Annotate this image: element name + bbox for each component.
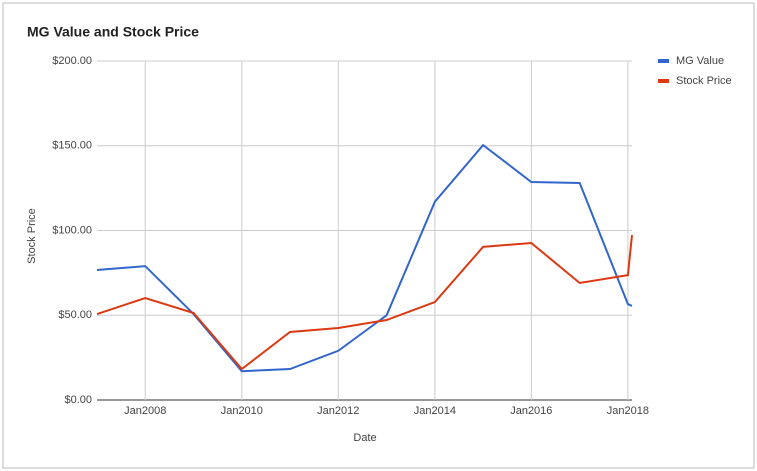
x-axis-label: Date <box>353 432 376 444</box>
y-tick-label: $50.00 <box>58 309 92 321</box>
legend-swatch <box>658 59 669 63</box>
x-tick-label: Jan2018 <box>607 405 649 417</box>
legend-label: MG Value <box>676 55 724 67</box>
y-tick-label: $150.00 <box>52 140 92 152</box>
x-tick-label: Jan2008 <box>124 405 166 417</box>
y-tick-label: $200.00 <box>52 55 92 67</box>
y-tick-label: $100.00 <box>52 224 92 236</box>
y-axis-label: Stock Price <box>26 208 38 264</box>
chart-title: MG Value and Stock Price <box>27 24 199 40</box>
legend-swatch <box>658 79 669 83</box>
line <box>96 234 633 371</box>
x-tick-label: Jan2010 <box>221 405 263 417</box>
x-tick-label: Jan2016 <box>510 405 552 417</box>
x-tick-label: Jan2012 <box>317 405 359 417</box>
y-tick-label: $0.00 <box>64 394 92 406</box>
legend-label: Stock Price <box>676 75 732 87</box>
x-tick-label: Jan2014 <box>414 405 456 417</box>
